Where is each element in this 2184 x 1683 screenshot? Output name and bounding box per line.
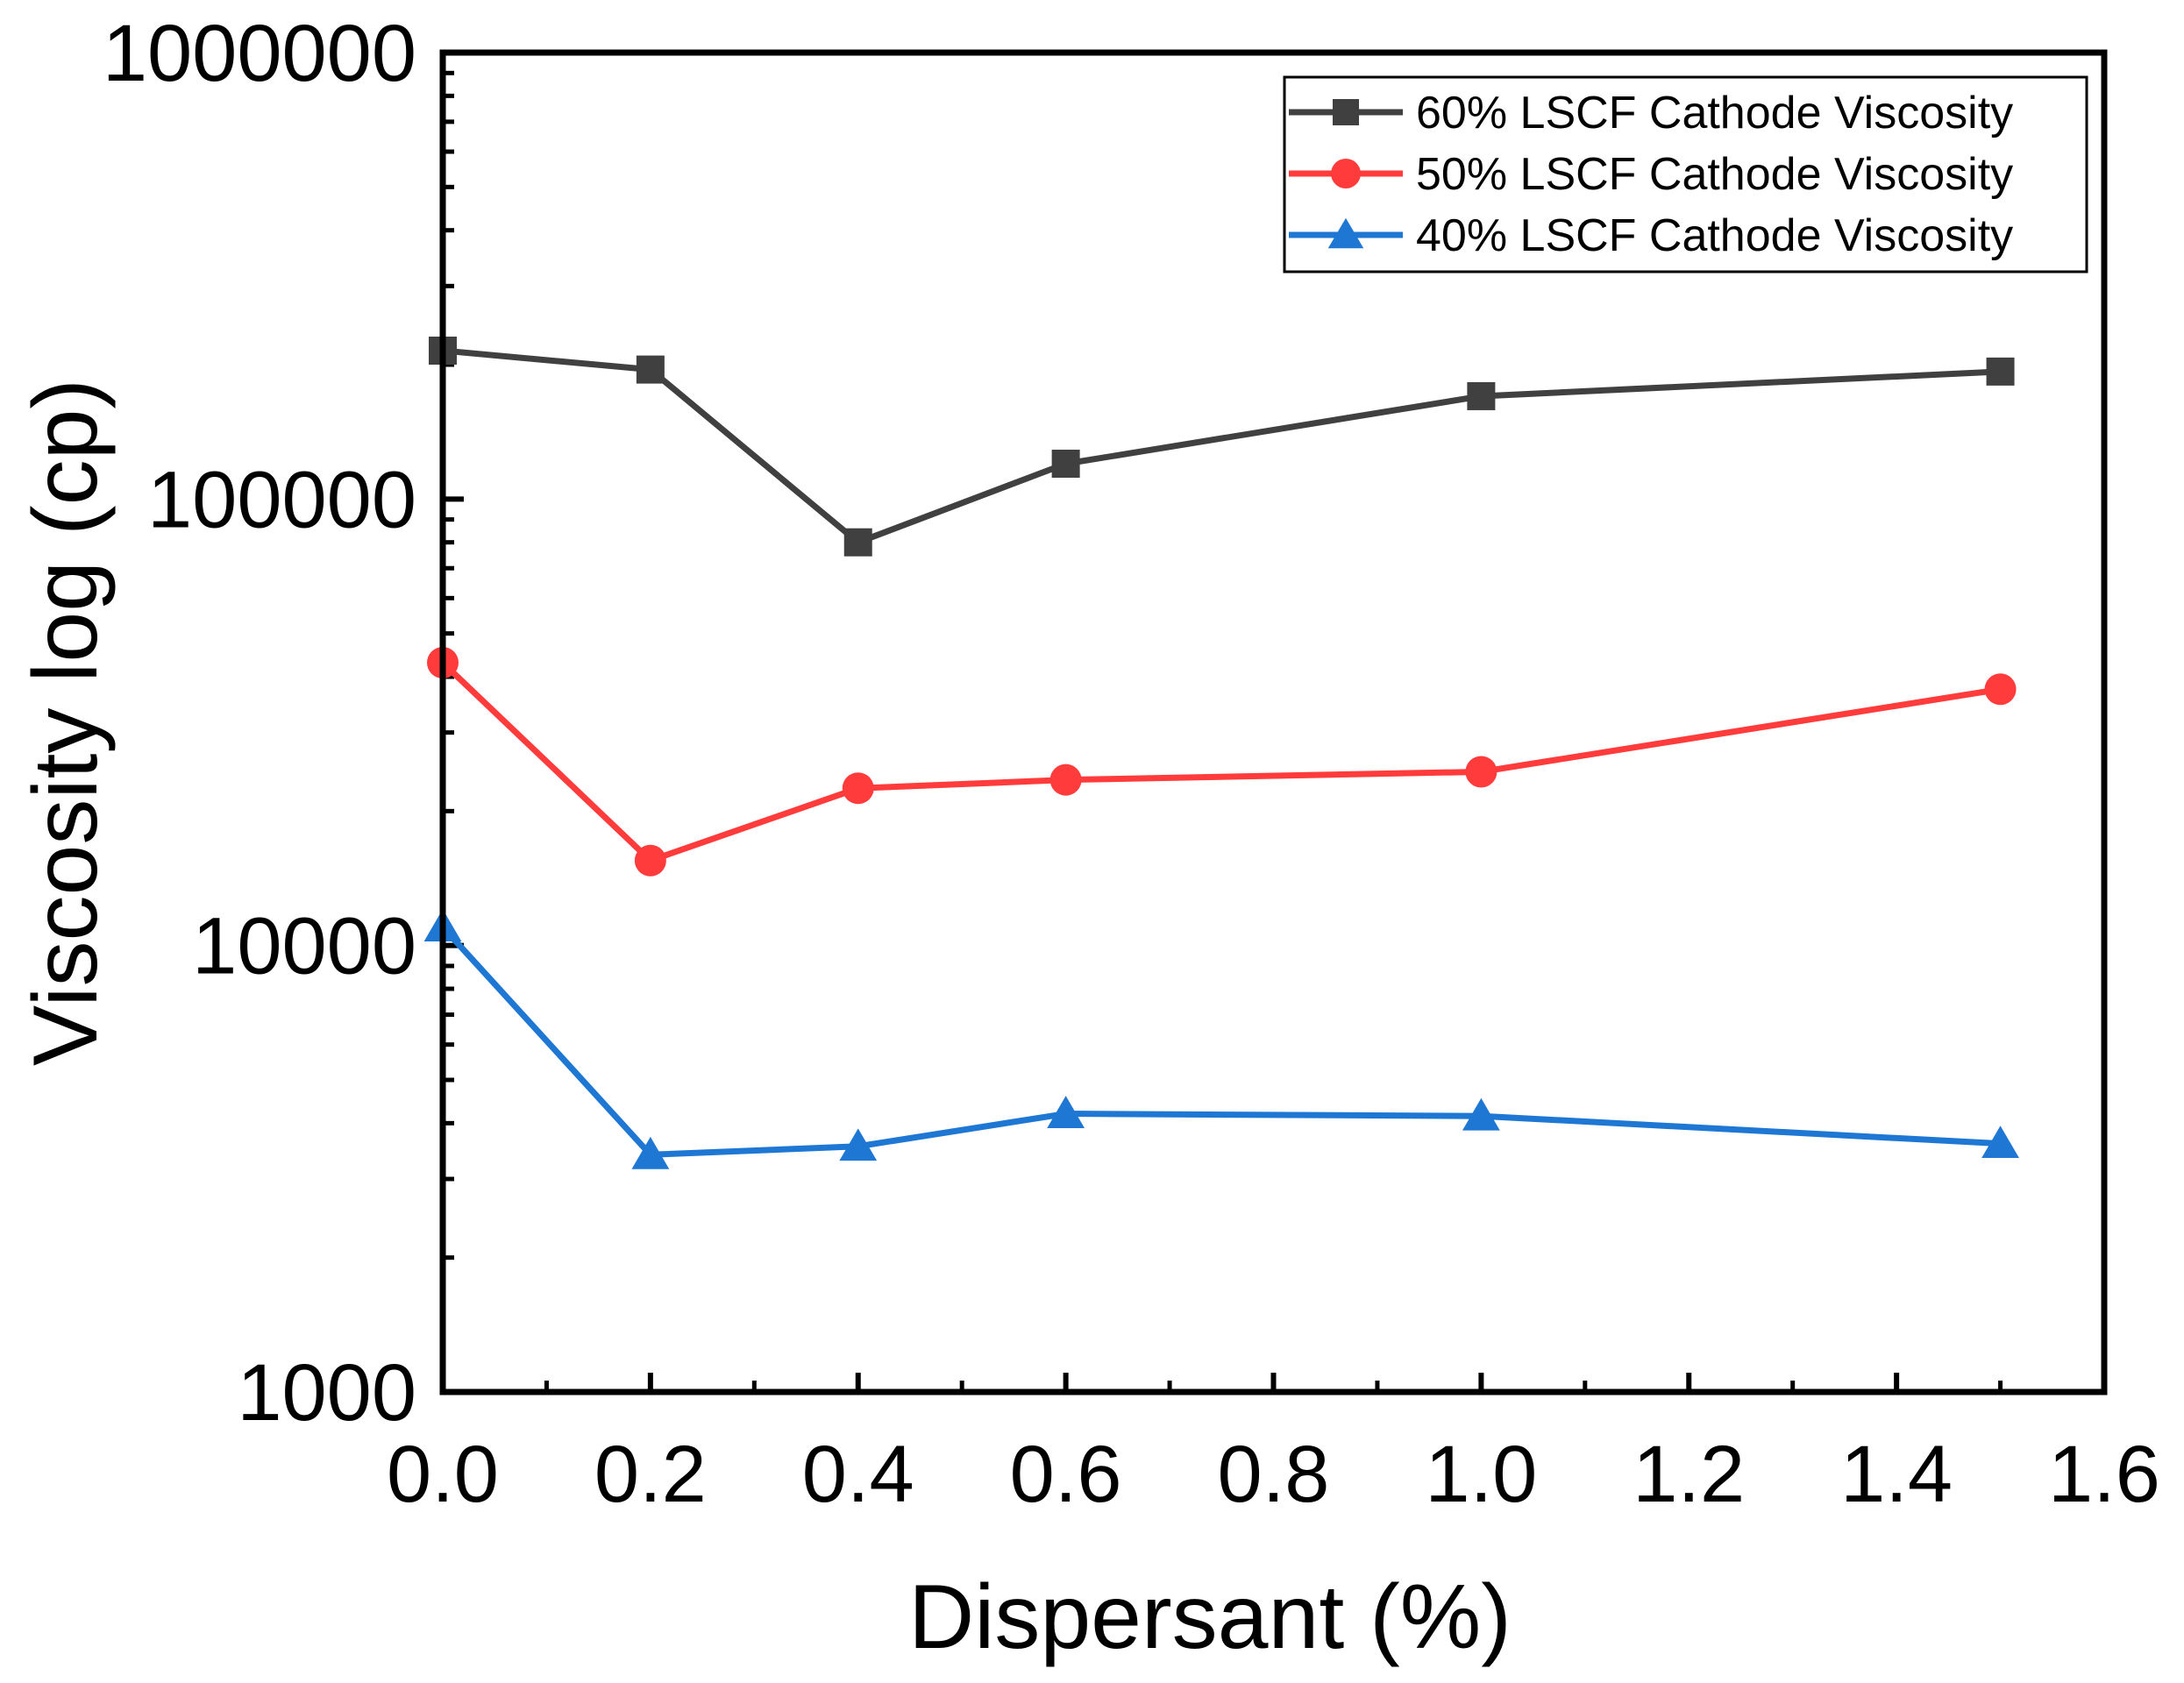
x-tick-label: 0.6 bbox=[1010, 1430, 1122, 1519]
data-point bbox=[842, 772, 874, 805]
data-point bbox=[1465, 756, 1497, 788]
data-point bbox=[1984, 673, 2017, 706]
data-point bbox=[634, 844, 666, 877]
y-tick-labels: 1000 10000 100000 1000000 bbox=[103, 9, 416, 1438]
x-tick-label: 1.4 bbox=[1840, 1430, 1953, 1519]
data-point bbox=[843, 528, 872, 557]
series-line bbox=[440, 660, 2002, 864]
y-axis-title: Viscosity log (cp) bbox=[15, 379, 117, 1066]
legend-box bbox=[1283, 75, 2088, 273]
x-tick-label: 0.0 bbox=[387, 1430, 499, 1519]
x-tick-label: 1.2 bbox=[1633, 1430, 1745, 1519]
x-tick-label: 0.2 bbox=[594, 1430, 707, 1519]
x-axis-title: Dispersant (%) bbox=[908, 1566, 1512, 1668]
data-point bbox=[1047, 1096, 1085, 1128]
legend-marker bbox=[1331, 159, 1361, 188]
legend-item-3: 40% LSCF Cathode Viscosity bbox=[1289, 210, 2013, 261]
data-point bbox=[636, 355, 665, 384]
x-tick-label: 1.0 bbox=[1425, 1430, 1537, 1519]
data-point bbox=[1467, 381, 1496, 410]
data-point bbox=[1462, 1097, 1500, 1131]
plot-frame bbox=[439, 49, 2108, 1395]
data-point bbox=[631, 1136, 670, 1169]
series-1 bbox=[429, 337, 2015, 557]
legend-item-1: 60% LSCF Cathode Viscosity bbox=[1289, 88, 2013, 138]
x-tick-label: 1.6 bbox=[2048, 1430, 2160, 1519]
legend-label: 50% LSCF Cathode Viscosity bbox=[1416, 149, 2013, 200]
y-tick-label: 1000000 bbox=[103, 9, 416, 98]
legend-label: 40% LSCF Cathode Viscosity bbox=[1416, 210, 2013, 261]
y-tick-label: 100000 bbox=[147, 455, 416, 544]
data-point bbox=[1981, 1126, 2019, 1159]
legend-marker bbox=[1333, 99, 1359, 125]
series-line bbox=[442, 347, 2001, 546]
data-point bbox=[1051, 450, 1080, 479]
data-point bbox=[1049, 763, 1082, 796]
x-tick-label: 0.8 bbox=[1218, 1430, 1330, 1519]
legend-items: 60% LSCF Cathode Viscosity 50% LSCF Catho… bbox=[1289, 88, 2013, 261]
series-3 bbox=[423, 909, 2019, 1169]
x-tick-label: 0.4 bbox=[802, 1430, 914, 1519]
series-2 bbox=[427, 647, 2017, 877]
legend: 60% LSCF Cathode Viscosity 50% LSCF Catho… bbox=[1283, 75, 2088, 273]
data-point bbox=[839, 1128, 878, 1161]
series-line bbox=[440, 925, 2001, 1158]
y-tick-label: 10000 bbox=[192, 902, 416, 991]
legend-label: 60% LSCF Cathode Viscosity bbox=[1416, 88, 2013, 138]
legend-marker bbox=[1327, 217, 1364, 249]
x-tick-labels: 0.0 0.2 0.4 0.6 0.8 1.0 1.2 1.4 1.6 bbox=[387, 1430, 2160, 1519]
series-layer bbox=[423, 337, 2019, 1169]
y-tick-label: 1000 bbox=[237, 1348, 416, 1438]
legend-item-2: 50% LSCF Cathode Viscosity bbox=[1289, 149, 2013, 200]
data-point bbox=[1986, 357, 2015, 386]
